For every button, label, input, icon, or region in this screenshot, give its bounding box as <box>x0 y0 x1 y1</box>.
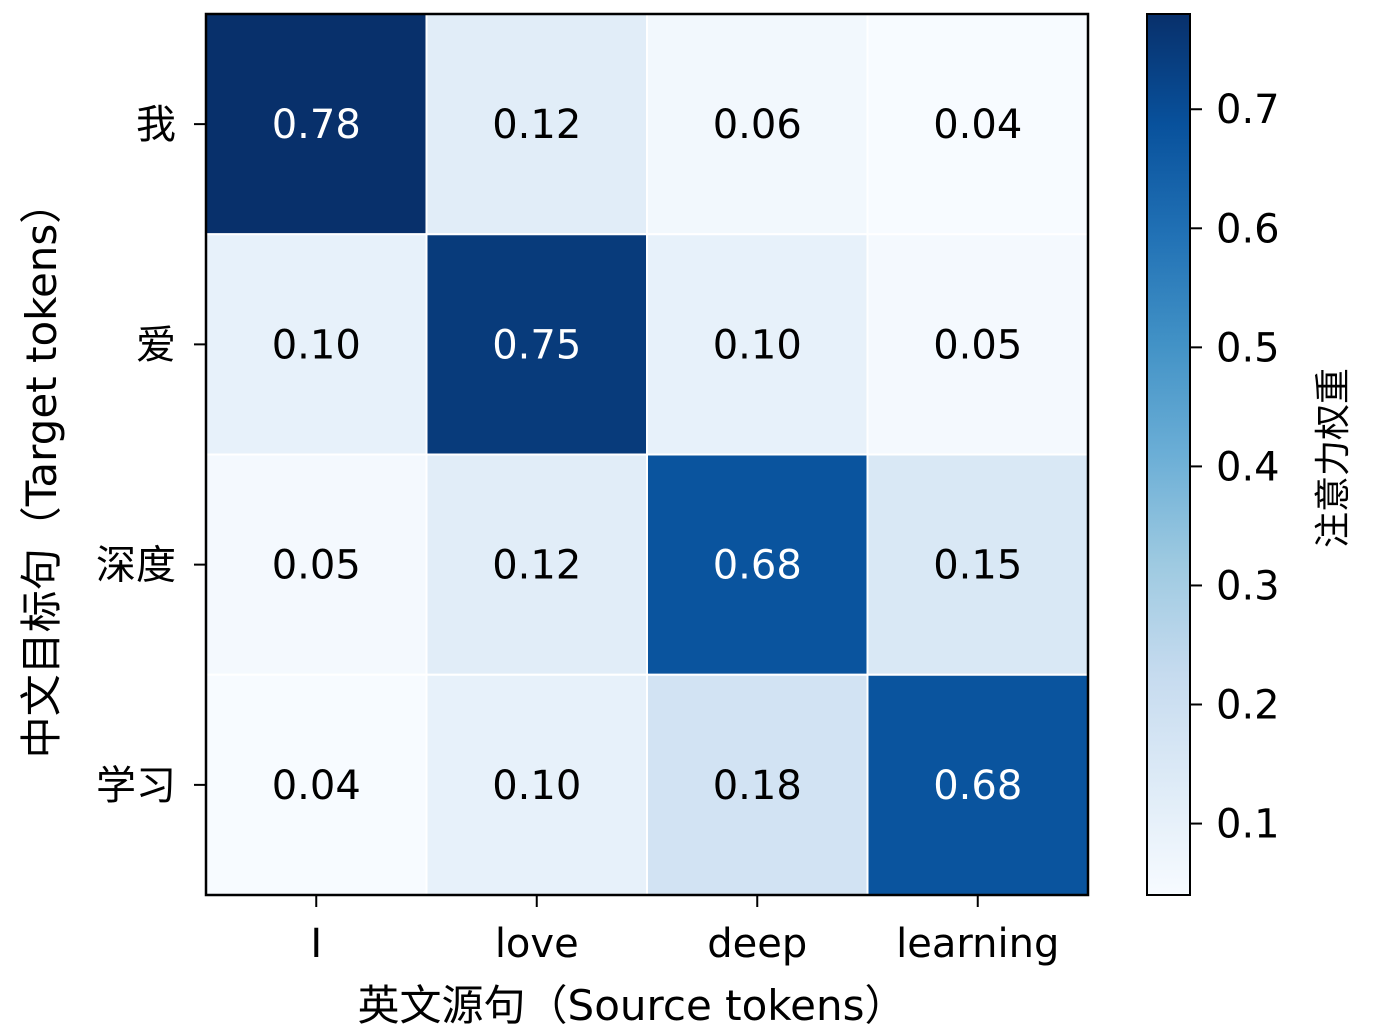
heatmap-cell-r2-c3 <box>866 453 1089 676</box>
cell-value-label: 0.78 <box>272 102 361 148</box>
heatmap-cell-labels: 0.78 0.12 0.06 0.04 0.10 0.75 0.10 0.05 0.05 0.12… <box>272 102 1023 809</box>
cell-value-label: 0.10 <box>713 322 802 368</box>
cell-value-label: 0.18 <box>713 763 802 809</box>
heatmap-cell-r0-c1 <box>425 13 648 236</box>
heatmap-cell-r2-c1 <box>425 453 648 676</box>
colorbar-tick-label: 0.5 <box>1216 325 1280 371</box>
cell-value-label: 0.06 <box>713 102 802 148</box>
colorbar-tick-label: 0.3 <box>1216 563 1280 609</box>
x-tick-label: deep <box>707 921 807 967</box>
heatmap-cell-r0-c3 <box>866 13 1089 236</box>
colorbar-ticks: 0.1 0.2 0.3 0.4 0.5 0.6 0.7 <box>1190 87 1280 848</box>
x-tick-label: I <box>310 921 322 967</box>
y-tick-label: 我 <box>136 102 176 148</box>
colorbar-tick-label: 0.4 <box>1216 444 1280 490</box>
cell-value-label: 0.10 <box>272 322 361 368</box>
cell-value-label: 0.05 <box>272 543 361 589</box>
heatmap-cell-r3-c0 <box>205 673 428 896</box>
y-tick-label: 学习 <box>96 763 176 809</box>
y-tick-label: 爱 <box>136 322 176 368</box>
x-axis-label: 英文源句（Source tokens） <box>358 981 907 1030</box>
heatmap-cell-r3-c1 <box>425 673 648 896</box>
cell-value-label: 0.05 <box>933 322 1022 368</box>
cell-value-label: 0.04 <box>272 763 361 809</box>
colorbar-tick-label: 0.2 <box>1216 683 1280 729</box>
colorbar-tick-label: 0.6 <box>1216 206 1280 252</box>
heatmap-cell-r1-c0 <box>205 233 428 456</box>
plot-frame <box>204 12 1090 897</box>
y-axis-label: 中文目标句（Target tokens） <box>17 182 66 759</box>
cell-value-label: 0.12 <box>492 102 581 148</box>
heatmap-cell-r3-c2 <box>646 673 869 896</box>
colorbar-tick-label: 0.7 <box>1216 87 1280 133</box>
colorbar-tick-label: 0.1 <box>1216 802 1280 848</box>
heatmap-cell-r1-c3 <box>866 233 1089 456</box>
colorbar-label: 注意力权重 <box>1313 368 1354 548</box>
y-tick-label: 深度 <box>96 543 176 589</box>
cell-value-label: 0.12 <box>492 543 581 589</box>
heatmap-cell-r1-c1 <box>425 233 648 456</box>
heatmap-cell-r0-c0 <box>205 13 428 236</box>
heatmap-cells <box>205 13 1089 896</box>
cell-value-label: 0.10 <box>492 763 581 809</box>
colorbar <box>1146 13 1191 896</box>
x-tick-label: learning <box>896 921 1059 967</box>
cell-value-label: 0.68 <box>933 763 1022 809</box>
cell-value-label: 0.15 <box>933 543 1022 589</box>
x-tick-label: love <box>495 921 579 967</box>
heatmap-cell-r3-c3 <box>866 673 1089 896</box>
cell-value-label: 0.75 <box>492 322 581 368</box>
cell-value-label: 0.04 <box>933 102 1022 148</box>
cell-value-label: 0.68 <box>713 543 802 589</box>
